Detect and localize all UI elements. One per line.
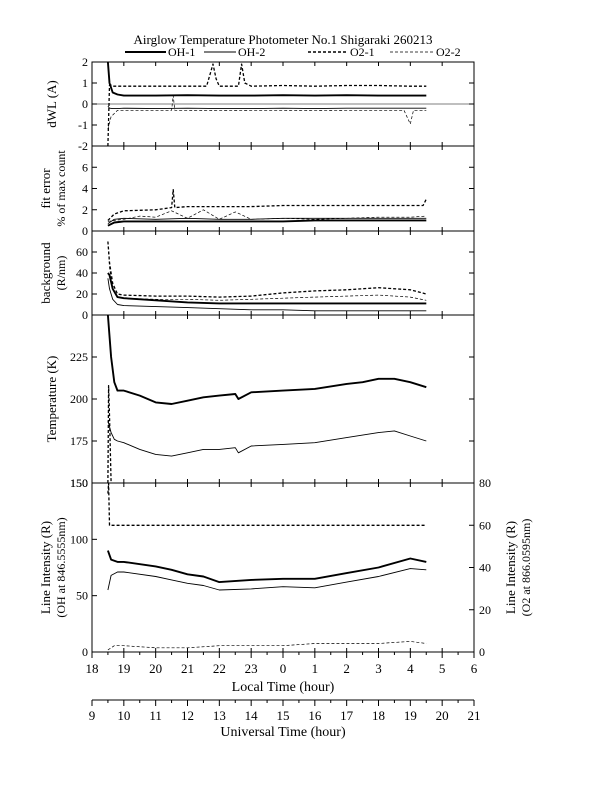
series-line-intensity-o2-1	[107, 483, 427, 526]
y-tick-label: 150	[70, 476, 88, 490]
axis-tick-label: 19	[117, 661, 130, 676]
axis-tick-label: 15	[277, 708, 290, 723]
axis-tick-label: 9	[89, 708, 96, 723]
axis-tick-label: 14	[245, 708, 259, 723]
axis-tick-label: 18	[372, 708, 385, 723]
legend-label-o21: O2-1	[350, 45, 375, 59]
y-axis-label-intensity: Line Intensity (R)	[38, 521, 53, 614]
y-tick-label: 50	[76, 589, 88, 603]
panel-dwl: -2 -1 0 1 2 dWL (A)	[44, 55, 475, 153]
y-axis-sublabel-fiterror: % of max count	[54, 150, 68, 227]
axis-tick-label: 1	[312, 661, 319, 676]
local-time-axis-label: Local Time (hour)	[232, 680, 335, 695]
y-tick-label: 6	[82, 160, 88, 174]
axis-tick-label: 0	[280, 661, 287, 676]
universal-time-axis: 9 10 11 12 13 14 15 16 17 18 19 20 21	[89, 699, 481, 723]
axis-tick-label: 21	[468, 708, 481, 723]
panel-background: 0 20 40 60 background (R/nm)	[38, 230, 475, 322]
series-line-fiterror-o2-1	[107, 188, 427, 221]
panel-frame-background	[91, 230, 475, 316]
y-tick-label: -1	[78, 118, 88, 132]
y-tick-label: 0	[82, 308, 88, 322]
y-tick-label: 0	[82, 97, 88, 111]
y-right-tick-label: 20	[479, 603, 491, 617]
series-line-temperature-oh-2	[107, 420, 427, 457]
y-axis-label-background: background	[38, 242, 53, 304]
y-tick-label: 175	[70, 434, 88, 448]
y-tick-label: 60	[76, 245, 88, 259]
axis-tick-label: 21	[181, 661, 194, 676]
legend: OH-1 OH-2 O2-1 O2-2	[125, 45, 461, 59]
series-line-temperature-oh-1	[106, 315, 427, 405]
y-right-tick-label: 0	[479, 645, 485, 659]
series-line-fiterror-oh-2	[107, 217, 427, 224]
axis-tick-label: 6	[471, 661, 478, 676]
axis-tick-label: 16	[308, 708, 322, 723]
axis-tick-label: 17	[340, 708, 354, 723]
y-tick-label: 150	[70, 476, 88, 490]
axis-tick-label: 11	[149, 708, 162, 723]
series-line-fiterror-o2-2	[107, 209, 427, 222]
axis-tick-label: 22	[213, 661, 226, 676]
axis-tick-label: 2	[343, 661, 350, 676]
y-axis-label-temperature: Temperature (K)	[44, 356, 59, 443]
legend-label-o22: O2-2	[436, 45, 461, 59]
y-tick-label: 2	[82, 203, 88, 217]
axis-tick-label: 19	[404, 708, 417, 723]
y-tick-label: 2	[82, 55, 88, 69]
y-axis-sublabel-intensity: (OH at 846.5555nm)	[54, 517, 68, 617]
y-tick-label: 0	[82, 224, 88, 238]
y-tick-label: 200	[70, 392, 88, 406]
figure-title: Airglow Temperature Photometer No.1 Shig…	[134, 32, 433, 47]
axis-tick-label: 5	[439, 661, 446, 676]
series-line-dwl-o2-1	[107, 63, 427, 146]
y-tick-label: 225	[70, 350, 88, 364]
local-time-axis: 18 19 20 21 22 23 0 1 2 3 4 5 6	[86, 651, 478, 676]
series-line-dwl-oh-1	[106, 62, 427, 97]
y-right-axis-sublabel: (O2 at 866.0595nm)	[519, 519, 533, 617]
series-line-fiterror-oh-1	[107, 219, 427, 227]
series-line-background-o2-2	[107, 241, 427, 301]
series-line-intensity-o2-2	[107, 641, 427, 651]
y-tick-label: 40	[76, 266, 88, 280]
series-line-intensity-oh-1	[107, 550, 427, 584]
axis-tick-label: 3	[375, 661, 382, 676]
axis-tick-label: 12	[181, 708, 194, 723]
y-tick-label: 20	[76, 287, 88, 301]
y-tick-label: 1	[82, 76, 88, 90]
axis-tick-label: 4	[407, 661, 414, 676]
y-tick-label: 4	[82, 182, 88, 196]
y-axis-sublabel-background: (R/nm)	[54, 256, 68, 291]
series-line-background-oh-2	[107, 278, 427, 312]
axis-tick-label: 13	[213, 708, 226, 723]
y-right-tick-label: 60	[479, 518, 491, 532]
panel-frame-intensity	[91, 482, 475, 653]
y-right-axis-label: Line Intensity (R)	[503, 521, 518, 614]
y-right-tick-label: 80	[479, 476, 491, 490]
series-line-temperature-o2-1	[107, 384, 112, 483]
axis-tick-label: 20	[149, 661, 162, 676]
axis-tick-label: 10	[117, 708, 130, 723]
y-tick-label: 100	[70, 532, 88, 546]
universal-time-axis-label: Universal Time (hour)	[220, 725, 346, 740]
y-right-tick-label: 40	[479, 561, 491, 575]
panel-temperature: 150 175 200 225 Temperature (K)	[44, 314, 475, 490]
y-axis-label-dwl: dWL (A)	[44, 80, 59, 128]
y-axis-label-fiterror: fit error	[38, 168, 53, 209]
axis-tick-label: 18	[86, 661, 99, 676]
legend-label-oh1: OH-1	[168, 45, 195, 59]
series-line-background-o2-1	[107, 241, 427, 298]
y-tick-label: -2	[78, 139, 88, 153]
axis-tick-label: 20	[436, 708, 449, 723]
panel-fiterror: 0 2 4 6 fit error% of max count	[38, 145, 475, 238]
series-line-intensity-oh-2	[107, 568, 427, 591]
y-tick-label: 0	[82, 645, 88, 659]
panels: -2 -1 0 1 2 dWL (A) 0 2 4 6 fit error% of max coun…	[38, 55, 533, 659]
axis-tick-label: 23	[245, 661, 258, 676]
series-line-dwl-o2-2	[107, 95, 427, 130]
series-line-dwl-oh-2	[107, 105, 427, 110]
legend-label-oh2: OH-2	[238, 45, 265, 59]
